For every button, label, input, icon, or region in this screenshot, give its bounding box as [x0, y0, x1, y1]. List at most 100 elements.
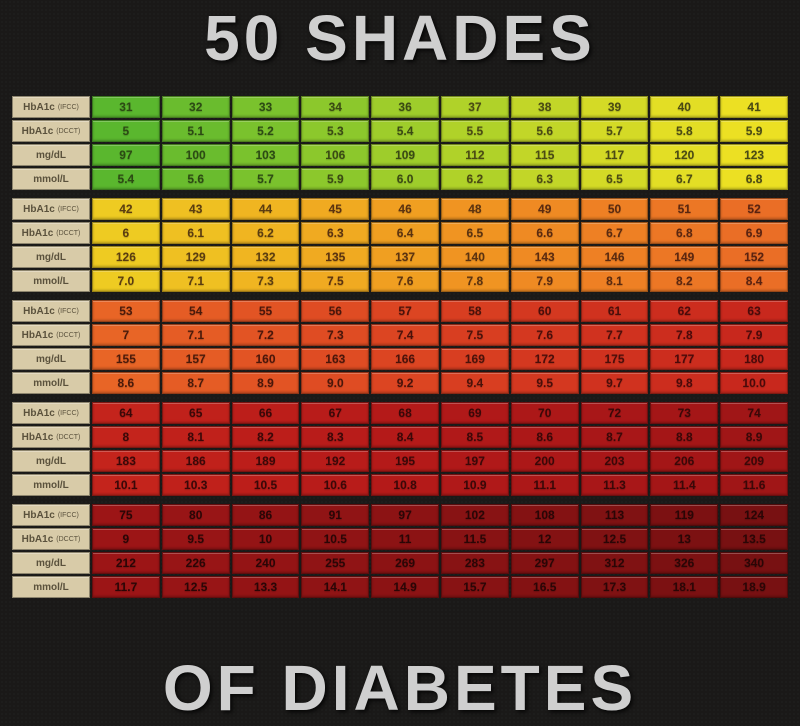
- cell-dcct: 5.6: [511, 120, 579, 142]
- cell-ifcc: 55: [232, 300, 300, 322]
- cell-mmol: 15.7: [441, 576, 509, 598]
- cell-dcct: 7.2: [232, 324, 300, 346]
- cell-mgdl: 312: [581, 552, 649, 574]
- cell-ifcc: 56: [301, 300, 369, 322]
- cell-dcct: 9.5: [162, 528, 230, 550]
- cell-mgdl: 115: [511, 144, 579, 166]
- cell-mmol: 6.8: [720, 168, 788, 190]
- cell-dcct: 5.5: [441, 120, 509, 142]
- cell-mmol: 7.6: [371, 270, 439, 292]
- row-label-main: HbA1c: [22, 534, 54, 545]
- row-label-main: mg/dL: [36, 558, 66, 569]
- cell-mgdl: 103: [232, 144, 300, 166]
- row-label-ifcc: HbA1c(IFCC): [12, 402, 90, 424]
- row-label-main: mmol/L: [33, 378, 69, 389]
- row-label-dcct: HbA1c(DCCT): [12, 426, 90, 448]
- cell-mgdl: 175: [581, 348, 649, 370]
- cell-mmol: 10.3: [162, 474, 230, 496]
- row-label-main: HbA1c: [23, 408, 55, 419]
- cell-mmol: 7.0: [92, 270, 160, 292]
- cell-mgdl: 189: [232, 450, 300, 472]
- cell-mmol: 9.5: [511, 372, 579, 394]
- row-label-sub: (IFCC): [58, 308, 79, 315]
- cell-ifcc: 50: [581, 198, 649, 220]
- cell-mgdl: 117: [581, 144, 649, 166]
- cell-mmol: 10.9: [441, 474, 509, 496]
- cell-mmol: 6.7: [650, 168, 718, 190]
- row-label-mmol: mmol/L: [12, 270, 90, 292]
- cell-mmol: 6.3: [511, 168, 579, 190]
- cell-mmol: 7.9: [511, 270, 579, 292]
- cell-mmol: 9.8: [650, 372, 718, 394]
- cell-mmol: 8.6: [92, 372, 160, 394]
- cell-mgdl: 129: [162, 246, 230, 268]
- cell-mgdl: 97: [92, 144, 160, 166]
- cell-ifcc: 45: [301, 198, 369, 220]
- cell-ifcc: 60: [511, 300, 579, 322]
- cell-mgdl: 135: [301, 246, 369, 268]
- cell-dcct: 5.4: [371, 120, 439, 142]
- cell-dcct: 6.9: [720, 222, 788, 244]
- cell-mgdl: 183: [92, 450, 160, 472]
- cell-ifcc: 86: [232, 504, 300, 526]
- row-label-mgdl: mg/dL: [12, 348, 90, 370]
- row-label-ifcc: HbA1c(IFCC): [12, 300, 90, 322]
- cell-ifcc: 64: [92, 402, 160, 424]
- cell-dcct: 5: [92, 120, 160, 142]
- cell-ifcc: 65: [162, 402, 230, 424]
- cell-mmol: 7.3: [232, 270, 300, 292]
- cell-dcct: 7.4: [371, 324, 439, 346]
- cell-ifcc: 31: [92, 96, 160, 118]
- cell-ifcc: 40: [650, 96, 718, 118]
- cell-mmol: 8.4: [720, 270, 788, 292]
- cell-mmol: 11.3: [581, 474, 649, 496]
- cell-mgdl: 297: [511, 552, 579, 574]
- cell-dcct: 13: [650, 528, 718, 550]
- row-label-dcct: HbA1c(DCCT): [12, 324, 90, 346]
- cell-mmol: 13.3: [232, 576, 300, 598]
- row-label-main: HbA1c: [23, 102, 55, 113]
- cell-ifcc: 36: [371, 96, 439, 118]
- cell-mgdl: 326: [650, 552, 718, 574]
- cell-mgdl: 132: [232, 246, 300, 268]
- cell-mmol: 11.1: [511, 474, 579, 496]
- cell-mgdl: 106: [301, 144, 369, 166]
- cell-mgdl: 203: [581, 450, 649, 472]
- cell-mmol: 9.0: [301, 372, 369, 394]
- cell-dcct: 12: [511, 528, 579, 550]
- cell-mgdl: 180: [720, 348, 788, 370]
- row-label-sub: (DCCT): [56, 230, 80, 237]
- cell-mmol: 12.5: [162, 576, 230, 598]
- cell-dcct: 8: [92, 426, 160, 448]
- cell-ifcc: 58: [441, 300, 509, 322]
- row-label-sub: (DCCT): [56, 434, 80, 441]
- row-label-ifcc: HbA1c(IFCC): [12, 504, 90, 526]
- cell-dcct: 10.5: [301, 528, 369, 550]
- row-label-mgdl: mg/dL: [12, 144, 90, 166]
- cell-ifcc: 102: [441, 504, 509, 526]
- cell-mmol: 7.8: [441, 270, 509, 292]
- cell-ifcc: 38: [511, 96, 579, 118]
- row-label-mgdl: mg/dL: [12, 246, 90, 268]
- cell-mmol: 7.5: [301, 270, 369, 292]
- row-label-sub: (DCCT): [56, 128, 80, 135]
- cell-dcct: 6.4: [371, 222, 439, 244]
- row-label-main: HbA1c: [23, 204, 55, 215]
- cell-dcct: 8.2: [232, 426, 300, 448]
- cell-mgdl: 112: [441, 144, 509, 166]
- row-label-sub: (IFCC): [58, 410, 79, 417]
- cell-mgdl: 169: [441, 348, 509, 370]
- cell-mgdl: 100: [162, 144, 230, 166]
- cell-ifcc: 73: [650, 402, 718, 424]
- row-label-main: mmol/L: [33, 174, 69, 185]
- row-label-main: mg/dL: [36, 150, 66, 161]
- row-label-dcct: HbA1c(DCCT): [12, 120, 90, 142]
- row-label-main: HbA1c: [23, 306, 55, 317]
- cell-ifcc: 39: [581, 96, 649, 118]
- row-label-main: mmol/L: [33, 582, 69, 593]
- cell-mgdl: 126: [92, 246, 160, 268]
- cell-dcct: 7.8: [650, 324, 718, 346]
- cell-ifcc: 49: [511, 198, 579, 220]
- cell-mgdl: 195: [371, 450, 439, 472]
- cell-ifcc: 119: [650, 504, 718, 526]
